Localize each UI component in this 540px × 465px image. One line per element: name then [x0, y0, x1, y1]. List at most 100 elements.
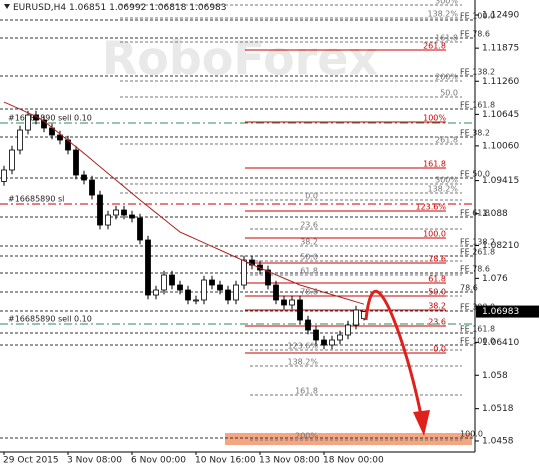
level-label: 138.2%: [427, 184, 458, 193]
level-label: FE 261.8: [460, 247, 495, 256]
candle-body: [81, 174, 87, 181]
y-tick-label: 1.06410: [482, 338, 519, 348]
candle-body: [169, 274, 175, 286]
x-tick-label: 3 Nov 08:00: [67, 456, 122, 465]
y-tick-label: 1.076: [482, 274, 508, 284]
level-label: 38.2: [428, 302, 446, 311]
level-label: 161.8: [435, 34, 458, 43]
y-tick-label: 1.088: [482, 209, 508, 219]
last-price-box: [476, 305, 539, 318]
level-label: FE 138.2: [460, 238, 495, 247]
forecast-arrow: [364, 289, 424, 421]
candle-body: [145, 239, 151, 296]
level-label: 300%: [435, 0, 458, 6]
level-label: 23.6: [300, 221, 318, 230]
candle-body: [73, 149, 79, 176]
level-label: FE 138.2: [460, 68, 495, 77]
candle-body: [201, 279, 207, 301]
x-tick-label: 18 Nov 00:00: [323, 456, 384, 465]
candle-body: [345, 324, 351, 336]
level-label: FE 161.8: [460, 101, 495, 110]
high: 1.06992: [109, 3, 146, 13]
candle-body: [153, 289, 159, 296]
order-label: #16685890 sl: [8, 195, 64, 204]
candle-body: [289, 299, 295, 306]
level-label: 161.8: [295, 387, 318, 396]
y-tick-label: 1.058: [482, 371, 508, 381]
symbol-marker: [4, 4, 10, 9]
candle-body: [161, 274, 167, 291]
order-label: #16685890 sell 0.10: [8, 315, 92, 324]
close: 1.06983: [189, 3, 226, 13]
candle-body: [249, 259, 255, 266]
candle-body: [25, 114, 31, 131]
symbol: EURUSD,H4: [13, 3, 66, 13]
level-label: 100%: [423, 114, 446, 123]
y-tick-label: 1.0458: [482, 436, 514, 446]
last-price-label: 1.06983: [482, 307, 519, 317]
candle-body: [297, 299, 303, 321]
y-tick-label: 1.0518: [482, 404, 514, 414]
x-tick-label: 10 Nov 16:00: [195, 456, 256, 465]
candle-body: [321, 339, 327, 346]
header: EURUSD,H4 1.06851 1.06992 1.06818 1.0698…: [13, 3, 227, 13]
moving-average: [3, 101, 365, 305]
level-label: 38.2: [300, 238, 318, 247]
level-label: 78.6: [428, 254, 446, 263]
level-label: 61.8: [300, 267, 318, 276]
candle-body: [353, 309, 359, 326]
y-tick-label: 1.11875: [482, 44, 519, 54]
candle-body: [225, 289, 231, 301]
level-label: 0.0: [433, 345, 446, 354]
level-label: 0.0: [305, 191, 318, 200]
level-label: 78.6: [300, 288, 318, 297]
level-label: FE 161.8: [460, 324, 495, 333]
candle-body: [177, 284, 183, 291]
watermark: RoboForex: [102, 32, 378, 86]
candle-body: [217, 284, 223, 291]
candle-body: [209, 279, 215, 286]
level-label: 123.6%: [415, 203, 446, 212]
candle-body: [265, 269, 271, 286]
level-label: 78.6: [460, 284, 478, 293]
y-tick-label: 1.12490: [482, 11, 519, 21]
level-label: 100.0: [460, 429, 483, 438]
y-tick-label: 1.08210: [482, 241, 519, 251]
candle-body: [193, 299, 199, 302]
level-label: 138.2%: [427, 10, 458, 19]
level-label: 161.8: [423, 160, 446, 169]
candle-body: [121, 209, 127, 216]
levels: FE 100.0FE 78.6FE 138.2FE 161.8FE 38.2FE…: [0, 0, 495, 441]
level-label: 50.0: [428, 288, 446, 297]
candle-body: [273, 284, 279, 301]
y-tick-label: 1.09415: [482, 176, 519, 186]
candle-body: [17, 129, 23, 151]
y-tick-label: 1.10060: [482, 141, 519, 151]
candle-body: [313, 329, 319, 341]
candle-body: [9, 149, 15, 171]
candle-body: [305, 319, 311, 331]
low: 1.06818: [149, 3, 186, 13]
open: 1.06851: [69, 3, 106, 13]
candle-body: [329, 339, 335, 346]
y-tick-label: 1.11260: [482, 77, 519, 87]
candle-body: [185, 289, 191, 301]
x-tick-label: 29 Oct 2015: [3, 456, 59, 465]
candle-body: [281, 299, 287, 306]
level-label: 100.0: [423, 230, 446, 239]
level-label: 300%: [435, 175, 458, 184]
candle-body: [233, 284, 239, 301]
candle-body: [97, 194, 103, 226]
x-tick-label: 13 Nov 08:00: [259, 456, 320, 465]
level-label: FE 100.0: [460, 337, 495, 346]
level-label: 138.2%: [287, 358, 318, 367]
candle-body: [241, 259, 247, 286]
order-label: #16685890 sell 0.10: [8, 114, 92, 123]
level-label: 23.6: [428, 317, 446, 326]
candle-body: [137, 217, 143, 241]
candle-body: [1, 169, 7, 182]
candle-body: [105, 214, 111, 226]
